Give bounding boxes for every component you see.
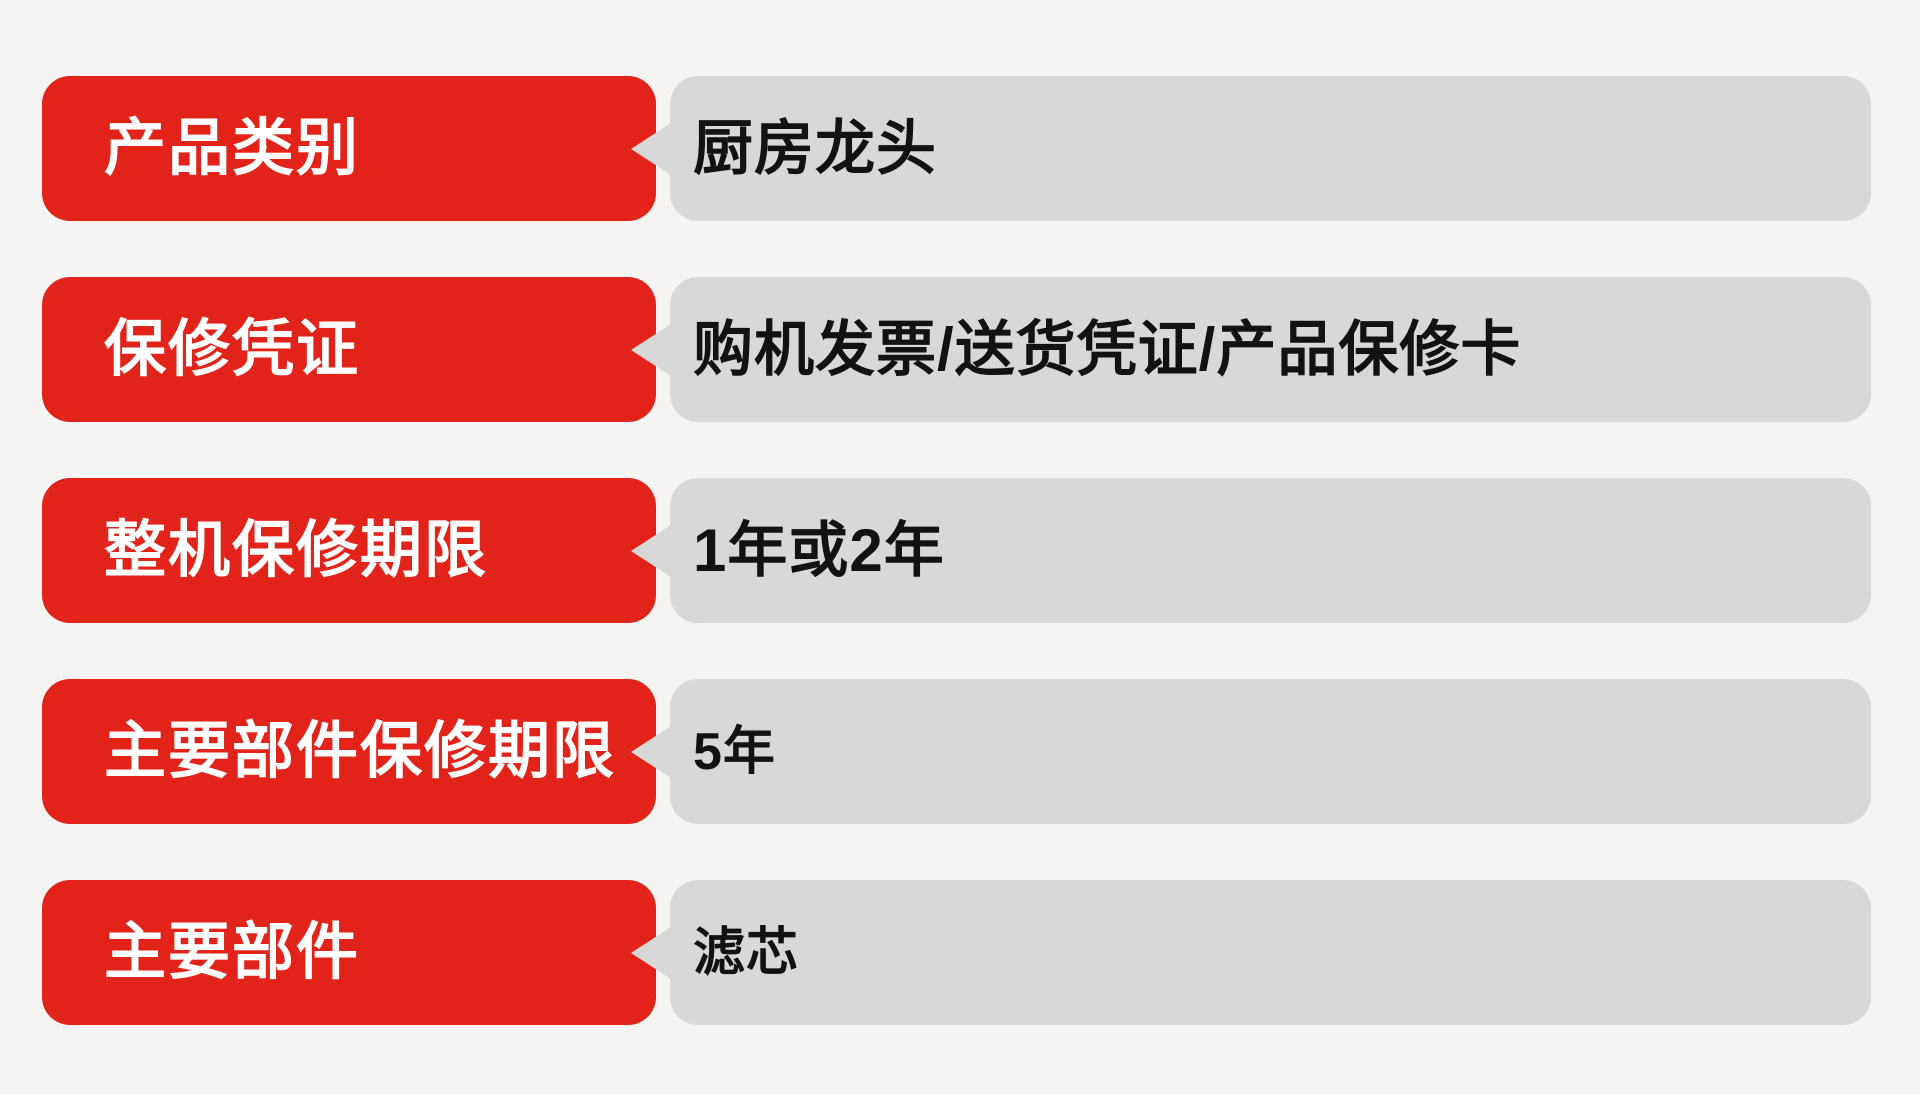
row-value: 1年或2年	[693, 516, 945, 584]
warranty-row-warranty-proof: 保修凭证 购机发票/送货凭证/产品保修卡	[42, 277, 1871, 422]
warranty-row-main-parts: 主要部件 滤芯	[42, 880, 1871, 1025]
row-value-bubble: 购机发票/送货凭证/产品保修卡	[631, 277, 1871, 422]
row-value-bubble: 厨房龙头	[631, 76, 1871, 221]
warranty-row-whole-unit-warranty-period: 整机保修期限 1年或2年	[42, 478, 1871, 623]
bubble-notch-left-arrow	[631, 323, 671, 376]
bubble-notch-left-arrow	[631, 725, 671, 778]
row-value: 厨房龙头	[693, 114, 937, 182]
row-label: 保修凭证	[104, 314, 361, 384]
row-label: 整机保修期限	[104, 515, 489, 585]
row-label: 主要部件	[104, 917, 361, 987]
row-label: 主要部件保修期限	[104, 716, 617, 786]
bubble-notch-left-arrow	[631, 926, 671, 979]
row-value: 5年	[693, 722, 776, 781]
row-label-bubble: 产品类别	[42, 76, 656, 221]
row-label-bubble: 主要部件保修期限	[42, 679, 656, 824]
row-label-bubble: 整机保修期限	[42, 478, 656, 623]
warranty-row-product-category: 产品类别 厨房龙头	[42, 76, 1871, 221]
row-value-bubble: 5年	[631, 679, 1871, 824]
row-label-bubble: 保修凭证	[42, 277, 656, 422]
row-value: 滤芯	[693, 923, 800, 982]
row-label-bubble: 主要部件	[42, 880, 656, 1025]
row-value: 购机发票/送货凭证/产品保修卡	[693, 315, 1522, 383]
row-value-bubble: 1年或2年	[631, 478, 1871, 623]
bubble-notch-left-arrow	[631, 122, 671, 175]
bubble-notch-left-arrow	[631, 524, 671, 577]
warranty-row-main-parts-warranty-period: 主要部件保修期限 5年	[42, 679, 1871, 824]
row-value-bubble: 滤芯	[631, 880, 1871, 1025]
row-label: 产品类别	[104, 113, 361, 183]
